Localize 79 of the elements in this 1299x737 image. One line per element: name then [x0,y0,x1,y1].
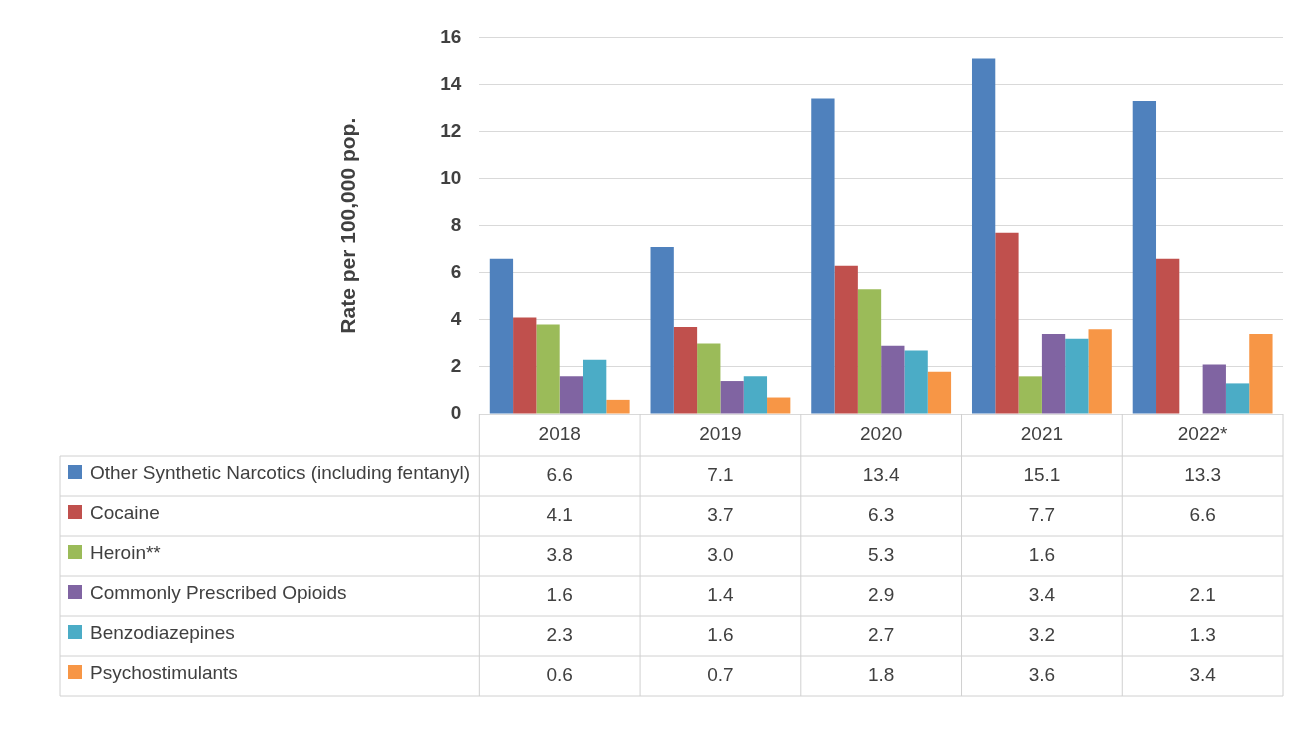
data-label: 2.1 [1189,584,1216,606]
bar [1249,333,1273,414]
data-label: 13.3 [1184,464,1222,486]
bar [1225,383,1250,414]
x-tick-label: 2019 [699,423,742,445]
bar [1018,376,1042,414]
data-label: 2.7 [867,624,895,646]
data-label: 15.1 [1023,464,1061,486]
bar [971,58,996,414]
data-label: 0.7 [707,664,734,686]
legend-label: Commonly Prescribed Opioids [90,582,347,604]
bar [857,289,882,414]
data-label: 2.3 [546,624,573,646]
bar [881,345,905,414]
data-label: 3.6 [1028,664,1056,686]
bar [927,371,952,414]
data-label: 7.1 [707,464,734,486]
y-axis-title: Rate per 100,000 pop. [336,117,360,334]
bar [834,265,858,414]
bar [1132,100,1157,414]
data-label: 2.9 [867,584,895,606]
y-tick-label: 10 [440,166,462,188]
data-label: 1.6 [546,584,573,606]
y-tick-label: 2 [450,355,462,377]
data-label: 6.6 [1189,504,1216,526]
legend-label: Other Synthetic Narcotics (including fentanyl) [90,462,471,484]
x-tick-label: 2018 [538,423,581,445]
data-label: 1.8 [867,664,895,686]
x-tick-label: 2021 [1020,423,1064,445]
bar [995,232,1019,414]
bar [583,359,607,414]
data-label: 3.4 [1028,584,1056,606]
data-label: 3.8 [546,544,573,566]
bar [1041,333,1066,414]
data-label: 13.4 [862,464,901,486]
bar [606,399,630,414]
bar [513,317,537,414]
data-label: 1.3 [1189,624,1216,646]
bar [904,350,928,414]
bar [650,246,674,414]
bar [559,376,584,414]
bar [720,381,744,414]
legend-label: Benzodiazepines [90,622,235,644]
data-label: 3.4 [1189,664,1217,686]
data-label: 7.7 [1028,504,1056,526]
y-tick-label: 0 [450,402,462,424]
bar [767,397,791,414]
legend-label: Heroin** [90,542,162,564]
bar [536,324,560,414]
y-tick-label: 14 [440,72,462,94]
bar [1065,338,1089,414]
data-label: 5.3 [867,544,895,566]
data-label: 0.6 [546,664,573,686]
bar [489,258,514,414]
bar [1088,329,1112,414]
data-label: 1.6 [1028,544,1056,566]
legend-label: Cocaine [90,502,160,524]
data-label: 3.2 [1028,624,1056,646]
data-label: 3.0 [707,544,734,566]
data-label: 1.4 [707,584,735,606]
x-tick-label: 2022* [1177,423,1229,445]
bar [743,376,768,414]
y-tick-label: 6 [450,261,462,283]
data-label: 1.6 [707,624,734,646]
bar [811,98,835,414]
data-label: 6.3 [867,504,895,526]
y-tick-label: 16 [440,25,462,47]
data-label: 4.1 [546,504,573,526]
bar [673,326,698,414]
data-label: 3.7 [707,504,734,526]
bar [697,343,721,414]
bar [1202,364,1226,414]
x-tick-label: 2020 [860,423,903,445]
y-tick-label: 12 [440,119,462,141]
data-label: 6.6 [546,464,573,486]
y-tick-label: 4 [450,308,462,330]
y-tick-label: 8 [450,213,462,235]
bar [1156,258,1180,414]
legend-label: Psychostimulants [90,662,238,684]
